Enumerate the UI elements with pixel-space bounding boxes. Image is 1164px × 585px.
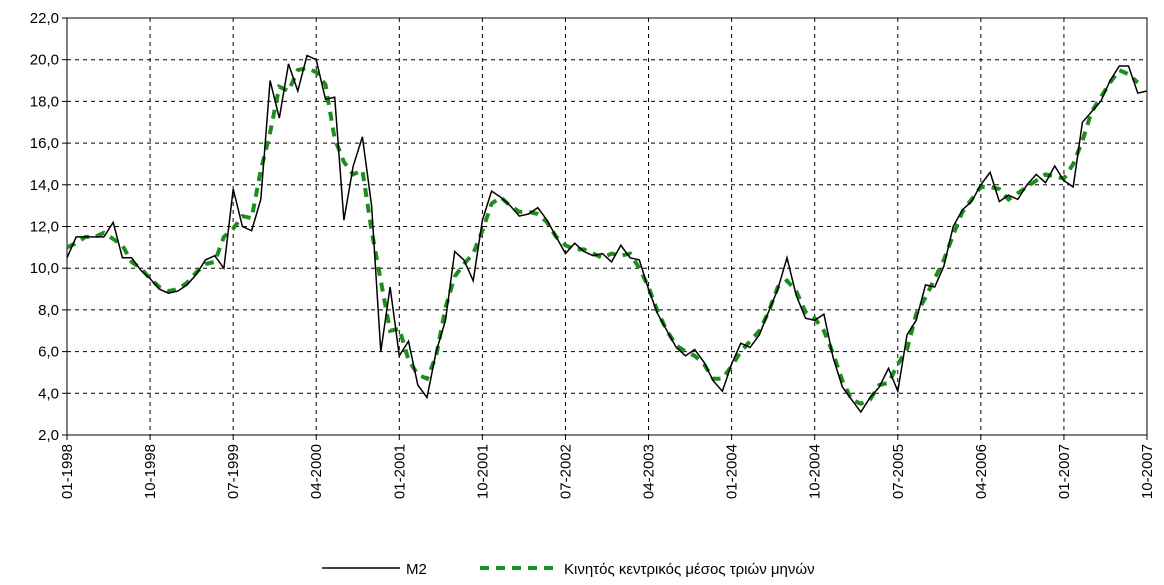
x-tick-label: 01-2004 [724,444,741,499]
x-tick-label: 04-2003 [641,444,658,499]
y-tick-label: 12,0 [30,219,59,236]
y-tick-label: 8,0 [38,302,59,319]
x-tick-label: 01-2001 [391,444,408,499]
x-tick-label: 04-2006 [973,444,990,499]
y-tick-label: 20,0 [30,52,59,69]
y-tick-label: 4,0 [38,385,59,402]
x-tick-label: 04-2000 [308,444,325,499]
legend-label: M2 [406,561,427,578]
y-tick-label: 10,0 [30,260,59,277]
x-tick-label: 07-2005 [890,444,907,499]
x-tick-label: 10-2001 [474,444,491,499]
y-tick-label: 16,0 [30,135,59,152]
x-tick-label: 10-2004 [807,444,824,499]
y-tick-label: 14,0 [30,177,59,194]
x-tick-label: 01-1998 [59,444,76,499]
y-tick-label: 22,0 [30,10,59,27]
y-tick-label: 6,0 [38,344,59,361]
y-tick-label: 2,0 [38,427,59,444]
legend-label: Κινητός κεντρικός μέσος τριών μηνών [564,561,815,578]
series-line [66,65,1140,406]
x-tick-label: 10-1998 [142,444,159,499]
plot-border [66,17,1148,436]
series-line [66,54,1148,414]
x-tick-label: 07-1999 [225,444,242,499]
x-tick-label: 07-2002 [557,444,574,499]
y-tick-label: 18,0 [30,93,59,110]
x-tick-label: 01-2007 [1056,444,1073,499]
x-tick-label: 10-2007 [1139,444,1156,499]
